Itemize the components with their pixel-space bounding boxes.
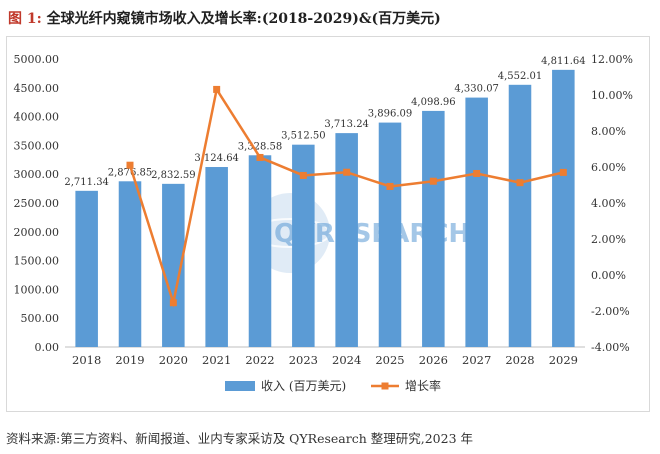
chart-frame: QYRESEARCH 0.00 500.00 1000.00 1500.00 2000.0… [6,36,650,412]
bar [335,133,358,347]
bar [118,181,142,347]
y-right-tick-label: 12.00% [591,53,633,66]
growth-point [299,171,307,179]
x-tick-label: 2029 [549,353,578,367]
y-left-tick-label: 3500.00 [14,139,60,152]
bar-data-label: 3,713.24 [324,119,369,130]
y-right-tick-label: 4.00% [591,197,626,210]
y-left-tick-label: 4500.00 [14,82,60,95]
legend-label-growth: 增长率 [405,378,441,393]
bar [292,144,315,347]
bar [205,167,228,347]
x-tick-label: 2018 [72,353,101,367]
growth-point [516,179,524,187]
legend-marker-growth [381,382,389,390]
growth-point [126,161,134,169]
bar-data-label: 2,832.59 [151,170,196,181]
growth-point [473,169,481,177]
x-tick-label: 2021 [202,353,231,367]
x-tick-label: 2026 [419,353,448,367]
chart-title: 图 1: 全球光纤内窥镜市场收入及增长率:(2018-2029)&(百万美元) [8,8,441,28]
bar-data-label: 3,124.64 [194,153,239,164]
figure-label: 图 1: [8,11,42,27]
bar [378,122,402,348]
legend-label-revenue: 收入 (百万美元) [261,379,346,393]
y-left-tick-label: 4000.00 [14,111,60,124]
x-tick-label: 2020 [159,353,188,367]
y-left-tick-label: 0.00 [35,341,60,354]
bar-data-label: 4,098.96 [411,97,456,108]
legend-swatch-revenue [225,381,255,391]
growth-point [343,168,351,176]
growth-point [213,85,221,93]
x-tick-label: 2019 [115,353,144,367]
bar-data-label: 4,330.07 [454,84,499,95]
y-left-tick-label: 1500.00 [14,255,60,268]
y-left-tick-label: 5000.00 [14,53,60,66]
bar [465,97,488,347]
growth-point [169,299,177,307]
title-text: 全球光纤内窥镜市场收入及增长率:(2018-2029)&(百万美元) [46,11,441,27]
bar [162,183,185,347]
growth-point [559,168,567,176]
bar-data-label: 4,811.64 [541,56,586,67]
y-right-tick-label: -2.00% [591,305,630,318]
source-note: 资料来源:第三方资料、新闻报道、业内专家采访及 QYResearch 整理研究,… [6,431,474,446]
bar [248,155,272,347]
y-left-tick-label: 500.00 [21,312,60,325]
chart: QYRESEARCH0.00500.001000.001500.002000.0… [14,53,633,393]
y-right-tick-label: -4.00% [591,341,630,354]
y-right-tick-label: 0.00% [591,269,626,282]
bar-data-label: 3,512.50 [281,131,326,142]
growth-point [386,182,394,190]
bar [508,84,532,347]
y-left-tick-label: 2500.00 [14,197,60,210]
y-right-tick-label: 10.00% [591,89,633,102]
bar [552,69,575,347]
bar-data-label: 4,552.01 [498,71,543,82]
y-right-tick-label: 6.00% [591,161,626,174]
y-left-tick-label: 2000.00 [14,226,60,239]
x-tick-label: 2027 [462,353,491,367]
x-tick-label: 2028 [505,353,534,367]
x-tick-label: 2025 [375,353,404,367]
bar-data-label: 2,876.85 [108,167,153,178]
y-left-tick-label: 3000.00 [14,168,60,181]
bar-data-label: 3,896.09 [368,109,413,120]
y-right-tick-label: 2.00% [591,233,626,246]
bar-data-label: 3,328.58 [238,141,283,152]
y-right-tick-label: 8.00% [591,125,626,138]
bar-data-label: 2,711.34 [64,177,109,188]
bar [75,190,98,347]
growth-point [256,153,264,161]
x-tick-label: 2023 [289,353,318,367]
bar [422,110,445,347]
growth-point [429,177,437,185]
x-tick-label: 2022 [245,353,274,367]
x-tick-label: 2024 [332,353,361,367]
y-left-tick-label: 1000.00 [14,283,60,296]
